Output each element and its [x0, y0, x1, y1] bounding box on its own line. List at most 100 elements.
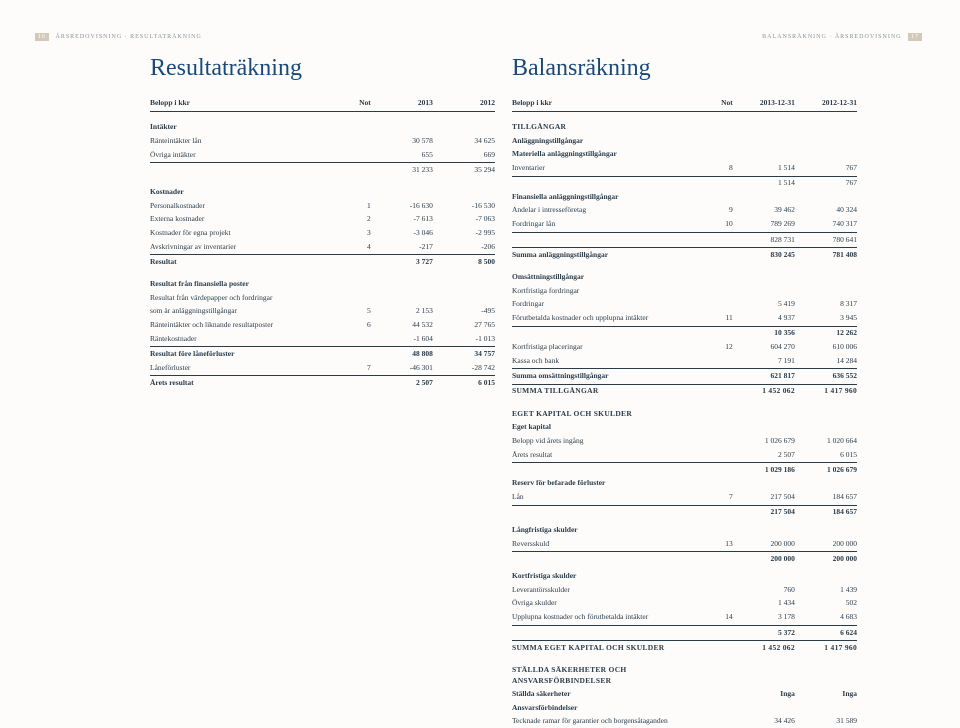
cell-y1: 200 000 — [733, 537, 795, 552]
cell-label: STÄLLDA SÄKERHETER OCH ANSVARSFÖRBINDELS… — [512, 664, 705, 688]
cell-y2 — [795, 421, 857, 435]
cell-y1 — [371, 121, 433, 135]
cell-y1: 1 514 — [733, 161, 795, 176]
cell-label: Övriga intäkter — [150, 148, 343, 163]
cell-y1: 830 245 — [733, 248, 795, 262]
cell-y2 — [795, 407, 857, 421]
table-row: Omsättningstillgångar — [512, 271, 857, 285]
cell-y2: 35 294 — [433, 163, 495, 177]
cell-label: Fordringar lån — [512, 217, 705, 232]
cell-label: Kortfristiga fordringar — [512, 284, 705, 298]
table-row: Andelar i intresseföretag939 46240 324 — [512, 204, 857, 218]
table-row: TILLGÅNGAR — [512, 121, 857, 135]
cell-not — [705, 384, 733, 398]
cell-y2: 3 945 — [795, 311, 857, 326]
cell-y1: 1 026 679 — [733, 434, 795, 448]
cell-y1 — [733, 477, 795, 491]
page-header-right-text: BALANSRÄKNING · ÅRSREDOVISNING — [762, 34, 901, 40]
cell-label: Förutbetalda kostnader och upplupna intä… — [512, 311, 705, 326]
cell-y1: 760 — [733, 583, 795, 597]
cell-y2 — [795, 570, 857, 584]
table-row: STÄLLDA SÄKERHETER OCH ANSVARSFÖRBINDELS… — [512, 664, 857, 688]
cell-y2: 1 417 960 — [795, 384, 857, 398]
cell-y1: -217 — [371, 240, 433, 255]
cell-y2 — [795, 284, 857, 298]
cell-not — [705, 505, 733, 519]
table-row: Upplupna kostnader och förutbetalda intä… — [512, 610, 857, 625]
cell-y1: 39 462 — [733, 204, 795, 218]
resultat-title: Resultaträkning — [150, 55, 495, 82]
cell-y2 — [795, 271, 857, 285]
cell-label: Personalkostnader — [150, 199, 343, 213]
cell-label: Räntekostnader — [150, 332, 343, 347]
cell-not — [705, 701, 733, 715]
table-row: Kortfristiga skulder — [512, 570, 857, 584]
table-row: Kassa och bank7 19114 284 — [512, 354, 857, 369]
cell-y2: 610 006 — [795, 340, 857, 354]
table-row: 31 23335 294 — [150, 163, 495, 177]
cell-y2: 1 439 — [795, 583, 857, 597]
cell-not — [705, 688, 733, 702]
cell-not — [705, 715, 733, 728]
cell-y1: 1 452 062 — [733, 641, 795, 655]
cell-y1: 48 808 — [371, 347, 433, 361]
cell-label: Belopp vid årets ingång — [512, 434, 705, 448]
table-row — [150, 269, 495, 278]
table-row: Eget kapital — [512, 421, 857, 435]
cell-not — [343, 121, 371, 135]
cell-y1: 1 514 — [733, 176, 795, 190]
cell-not — [705, 641, 733, 655]
cell-not: 13 — [705, 537, 733, 552]
cell-label: Ränteintäkter lån — [150, 134, 343, 148]
cell-y1: 4 937 — [733, 311, 795, 326]
table-row: Reversskuld13200 000200 000 — [512, 537, 857, 552]
cell-label: EGET KAPITAL OCH SKULDER — [512, 407, 705, 421]
cell-label — [512, 232, 705, 248]
page-header-left: 16 ÅRSREDOVISNING · RESULTATRÄKNING — [35, 33, 202, 41]
cell-label: Reserv för befarade förluster — [512, 477, 705, 491]
table-row: 217 504184 657 — [512, 505, 857, 519]
cell-label: Kostnader — [150, 186, 343, 200]
cell-not — [705, 326, 733, 340]
cell-y2: 14 284 — [795, 354, 857, 369]
cell-not — [705, 369, 733, 385]
table-row: Reserv för befarade förluster — [512, 477, 857, 491]
cell-y1 — [733, 570, 795, 584]
col-y1: 2013-12-31 — [733, 96, 795, 112]
cell-not: 2 — [343, 213, 371, 227]
balans-title: Balansräkning — [512, 55, 857, 82]
cell-y1: 1 452 062 — [733, 384, 795, 398]
cell-y2: 781 408 — [795, 248, 857, 262]
cell-y1: 2 507 — [733, 448, 795, 463]
cell-y2: 1 026 679 — [795, 463, 857, 477]
cell-y2: 767 — [795, 161, 857, 176]
cell-y1: 31 233 — [371, 163, 433, 177]
table-row: Kostnader — [150, 186, 495, 200]
cell-label: Summa omsättningstillgångar — [512, 369, 705, 385]
cell-not — [343, 347, 371, 361]
page-num-left: 16 — [35, 33, 49, 41]
cell-not — [343, 332, 371, 347]
cell-y1 — [371, 278, 433, 292]
table-row: Resultat3 7278 500 — [150, 255, 495, 269]
cell-y2 — [795, 121, 857, 135]
cell-y2: 502 — [795, 597, 857, 611]
col-y2: 2012 — [433, 96, 495, 112]
cell-y1 — [733, 271, 795, 285]
table-row: Ansvarsförbindelser — [512, 701, 857, 715]
cell-not — [705, 552, 733, 566]
cell-not — [705, 248, 733, 262]
cell-y2: -28 742 — [433, 361, 495, 376]
cell-not — [343, 255, 371, 269]
table-row: 1 514767 — [512, 176, 857, 190]
cell-y2 — [795, 190, 857, 204]
balans-table: Belopp i kkrNot2013-12-312012-12-31TILLG… — [512, 96, 857, 728]
cell-y2 — [433, 121, 495, 135]
cell-label: SUMMA TILLGÅNGAR — [512, 384, 705, 398]
cell-label — [512, 326, 705, 340]
table-row — [150, 177, 495, 186]
cell-y1: 44 532 — [371, 318, 433, 332]
resultat-table: Belopp i kkrNot20132012IntäkterRänteintä… — [150, 96, 495, 390]
cell-y2: 27 765 — [433, 318, 495, 332]
cell-not — [705, 148, 733, 162]
